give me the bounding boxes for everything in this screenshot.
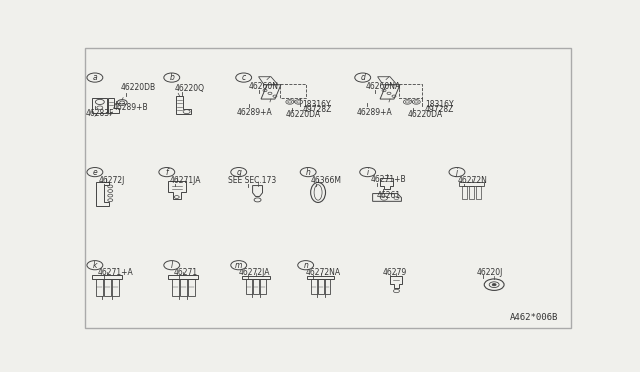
Circle shape	[159, 167, 175, 177]
Text: f: f	[166, 168, 168, 177]
Text: n: n	[303, 261, 308, 270]
Text: 46289+A: 46289+A	[356, 108, 392, 117]
Text: m: m	[235, 261, 243, 270]
Bar	[476, 186, 481, 199]
Text: 46260N: 46260N	[249, 83, 278, 92]
Bar	[92, 275, 122, 279]
Text: g: g	[236, 168, 241, 177]
Circle shape	[300, 167, 316, 177]
Bar	[172, 279, 179, 296]
Text: 46271+A: 46271+A	[97, 268, 133, 277]
Text: b: b	[170, 73, 174, 82]
Bar	[180, 279, 187, 296]
Bar	[324, 279, 330, 294]
Text: h: h	[306, 168, 310, 177]
Text: 46271: 46271	[173, 268, 197, 277]
Text: 46220DA: 46220DA	[286, 110, 321, 119]
Text: A462*006B: A462*006B	[510, 313, 559, 322]
Text: i: i	[367, 168, 369, 177]
Circle shape	[164, 73, 180, 82]
Text: 46271JA: 46271JA	[169, 176, 201, 185]
Text: 18316Y: 18316Y	[425, 100, 453, 109]
Text: 46272JA: 46272JA	[239, 268, 270, 277]
Circle shape	[87, 73, 103, 82]
Text: j: j	[456, 168, 458, 177]
Text: 46283F: 46283F	[86, 109, 115, 118]
Text: 49728Z: 49728Z	[425, 105, 454, 114]
Bar	[310, 279, 317, 294]
Circle shape	[492, 283, 496, 286]
Text: 46272NA: 46272NA	[306, 268, 341, 277]
Text: d: d	[360, 73, 365, 82]
Bar	[317, 279, 324, 294]
Text: 46366M: 46366M	[310, 176, 342, 185]
Bar	[469, 186, 474, 199]
Text: 46261: 46261	[376, 191, 401, 200]
Text: SEE SEC.173: SEE SEC.173	[228, 176, 276, 185]
Text: 46220J: 46220J	[477, 268, 503, 277]
Text: 46271+B: 46271+B	[370, 175, 406, 184]
Circle shape	[87, 261, 103, 270]
Circle shape	[298, 261, 314, 270]
Text: 46289+A: 46289+A	[237, 108, 273, 117]
Text: e: e	[93, 168, 97, 177]
Circle shape	[449, 167, 465, 177]
Circle shape	[231, 261, 246, 270]
Circle shape	[355, 73, 371, 82]
Text: 46220DA: 46220DA	[408, 110, 442, 119]
Bar	[168, 275, 198, 279]
Circle shape	[236, 73, 252, 82]
Bar	[460, 182, 484, 186]
Text: 46279: 46279	[383, 268, 407, 277]
Bar	[96, 279, 103, 296]
Text: c: c	[241, 73, 246, 82]
Text: 46289+B: 46289+B	[112, 103, 148, 112]
Bar	[112, 279, 118, 296]
Text: a: a	[93, 73, 97, 82]
Bar	[246, 279, 252, 294]
Text: 18316Y: 18316Y	[302, 100, 331, 109]
Text: 46220Q: 46220Q	[174, 84, 204, 93]
Text: 46220DB: 46220DB	[121, 83, 156, 92]
Bar	[307, 276, 335, 279]
Bar	[242, 276, 270, 279]
Bar	[463, 186, 467, 199]
Text: 46272J: 46272J	[99, 176, 125, 185]
Bar	[104, 279, 111, 296]
Text: 46272N: 46272N	[458, 176, 488, 185]
Circle shape	[87, 167, 103, 177]
Bar	[253, 279, 259, 294]
Circle shape	[231, 167, 246, 177]
Text: k: k	[93, 261, 97, 270]
Circle shape	[164, 261, 180, 270]
Text: 49728Z: 49728Z	[302, 105, 332, 114]
Circle shape	[360, 167, 376, 177]
Bar	[188, 279, 195, 296]
Bar	[92, 97, 108, 113]
Text: 46260NA: 46260NA	[365, 83, 401, 92]
Bar	[260, 279, 266, 294]
Text: l: l	[171, 261, 173, 270]
